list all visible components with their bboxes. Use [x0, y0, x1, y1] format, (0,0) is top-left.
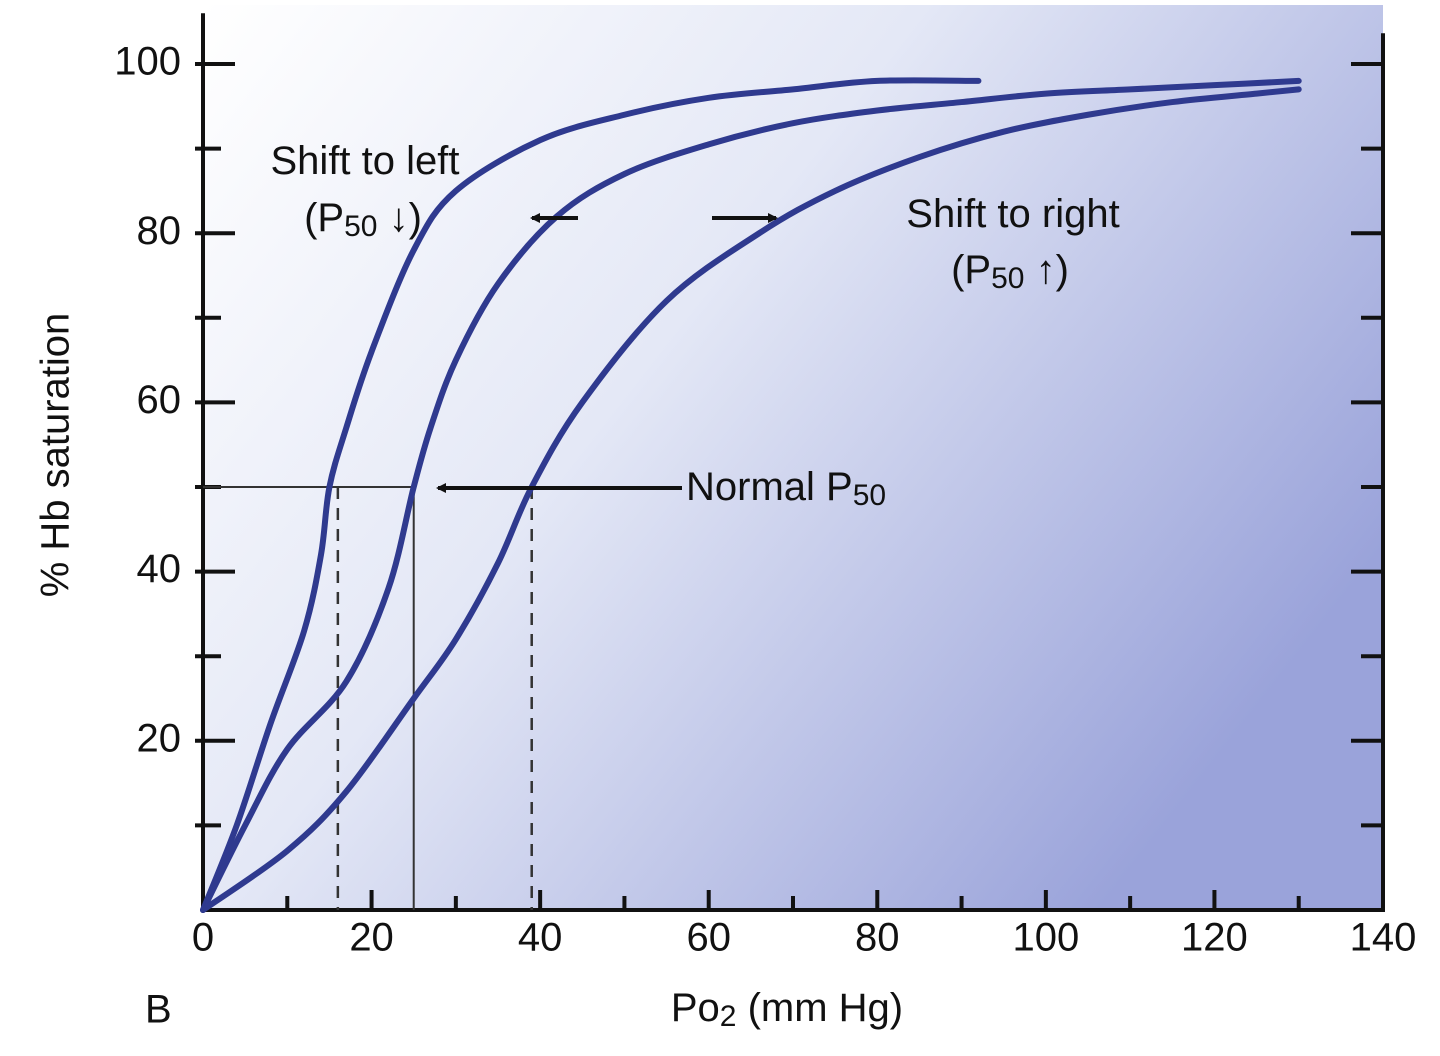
- annotation-part: Shift to right: [906, 192, 1119, 236]
- x-tick-label: 20: [349, 916, 394, 960]
- y-tick-label: 20: [137, 716, 182, 760]
- panel-label: B: [145, 988, 172, 1032]
- annotation-part: 50: [853, 479, 886, 512]
- plot-background: [203, 5, 1383, 910]
- y-tick-label: 60: [137, 378, 182, 422]
- annotation: Normal P50: [686, 465, 886, 512]
- x-tick-label: 60: [686, 916, 731, 960]
- saturation-curve: [200, 77, 982, 913]
- annotation: (P50 ↑): [951, 248, 1069, 295]
- x-axis-label-part: Po: [671, 986, 720, 1030]
- annotation-part: ↑): [1024, 248, 1068, 292]
- x-tick-label: 0: [192, 916, 214, 960]
- x-tick-label: 40: [518, 916, 563, 960]
- x-axis-label-part: 2: [720, 1000, 737, 1033]
- y-tick-label: 100: [114, 40, 181, 84]
- annotation-part: 50: [991, 262, 1024, 295]
- annotation: Shift to right: [906, 192, 1119, 236]
- x-axis-label-part: (mm Hg): [736, 986, 903, 1030]
- x-axis-label: Po2 (mm Hg): [671, 986, 903, 1033]
- annotation-part: (P: [951, 248, 991, 292]
- annotation-part: (P: [304, 196, 344, 240]
- x-tick-label: 100: [1012, 916, 1079, 960]
- y-tick-label: 80: [137, 209, 182, 253]
- annotation: (P50 ↓): [304, 196, 422, 243]
- y-axis-label: % Hb saturation: [34, 313, 78, 598]
- x-tick-label: 80: [855, 916, 900, 960]
- annotation-part: ↓): [377, 196, 421, 240]
- y-tick-label: 40: [137, 547, 182, 591]
- x-tick-label: 140: [1350, 916, 1417, 960]
- x-tick-label: 120: [1181, 916, 1248, 960]
- annotation-part: Normal P: [686, 465, 853, 509]
- annotation: Shift to left: [271, 139, 460, 183]
- annotation-part: Shift to left: [271, 139, 460, 183]
- annotation-part: 50: [344, 210, 377, 243]
- saturation-curve: [200, 86, 1302, 913]
